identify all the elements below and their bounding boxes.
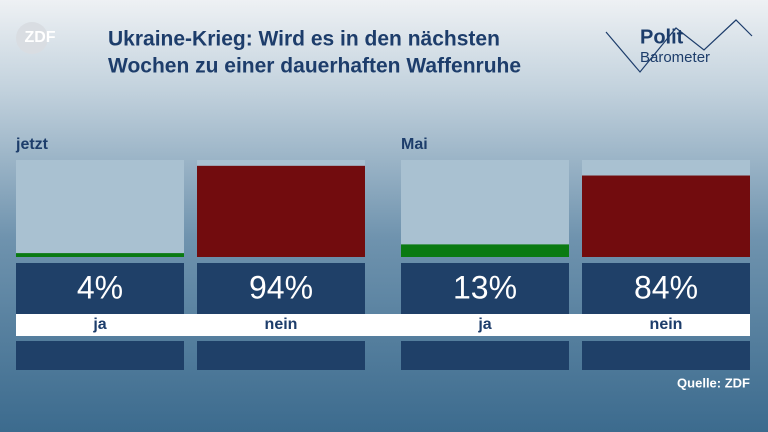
title-line: Wochen zu einer dauerhaften Waffenruhe: [108, 55, 521, 78]
category-label: nein: [265, 316, 298, 333]
category-label: ja: [477, 316, 491, 333]
footer-box: [16, 341, 184, 370]
logo-top: Polit: [640, 26, 684, 48]
value-box: [582, 263, 750, 314]
footer-box: [401, 341, 569, 370]
category-label: nein: [650, 316, 683, 333]
value-box: [401, 263, 569, 314]
bar: [582, 175, 750, 257]
value-box: [16, 263, 184, 314]
title-line: Ukraine-Krieg: Wird es in den nächsten: [108, 28, 500, 51]
bar: [401, 244, 569, 257]
category-label: ja: [92, 316, 106, 333]
logo-line: [605, 19, 753, 73]
bar: [16, 253, 184, 257]
brand-circle: [16, 22, 48, 54]
bar: [197, 165, 365, 257]
panel-subtitle: Mai: [401, 136, 428, 153]
value-label: 4%: [77, 269, 123, 305]
logo-bottom: Barometer: [640, 49, 710, 66]
source: Quelle: ZDF: [677, 375, 750, 390]
value-label: 94%: [249, 269, 313, 305]
panel-subtitle: jetzt: [15, 136, 49, 153]
bar-track: [16, 160, 184, 257]
value-box: [197, 263, 365, 314]
footer-box: [582, 341, 750, 370]
value-label: 84%: [634, 269, 698, 305]
footer-box: [197, 341, 365, 370]
label-stripe: [16, 314, 750, 336]
value-label: 13%: [453, 269, 517, 305]
brand: ZDF: [24, 29, 55, 46]
bar-track: [401, 160, 569, 257]
